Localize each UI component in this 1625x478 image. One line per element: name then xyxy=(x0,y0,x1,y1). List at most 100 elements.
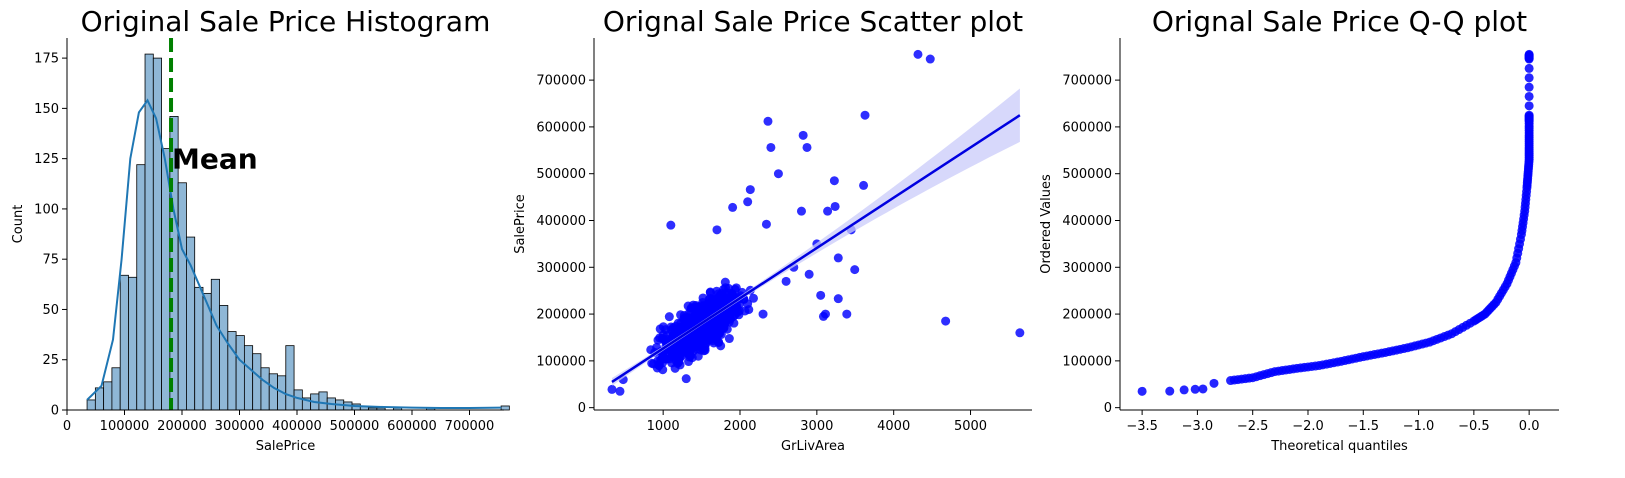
scatter-point xyxy=(913,49,923,59)
histogram-bar xyxy=(260,367,270,411)
scatter-point xyxy=(802,142,812,152)
y-axis-label: Count xyxy=(11,205,26,244)
chart-title: Orignal Sale Price Q-Q plot xyxy=(1152,5,1527,38)
scatter-point xyxy=(716,341,726,351)
y-tick-label: 100000 xyxy=(1062,354,1112,369)
y-tick-label: 75 xyxy=(42,253,59,268)
y-tick-label: 300000 xyxy=(1062,261,1112,276)
x-tick-label: 4000 xyxy=(877,419,910,434)
y-tick-label: 175 xyxy=(34,52,59,67)
scatter-point xyxy=(704,335,714,345)
x-tick-label: 3000 xyxy=(800,419,833,434)
x-axis-label: Theoretical quantiles xyxy=(1270,439,1408,454)
x-tick-label: 0 xyxy=(63,419,71,434)
x-tick-label: 200000 xyxy=(157,419,207,434)
y-tick-label: 100 xyxy=(34,202,59,217)
scatter-point xyxy=(706,320,716,330)
scatter-point xyxy=(713,325,723,335)
scatter-point xyxy=(692,303,702,313)
scatter-panel: 1000 2000 3000 4000 5000 0 100000 200000 300000 4… xyxy=(513,5,1032,454)
x-tick-label: 300000 xyxy=(215,419,265,434)
y-tick-label: 200000 xyxy=(536,308,586,323)
y-tick-label: 25 xyxy=(42,353,59,368)
scatter-point xyxy=(666,220,676,230)
scatter-point xyxy=(688,346,698,356)
scatter-point xyxy=(816,290,826,300)
x-tick-label: 0.0 xyxy=(1519,419,1540,434)
y-tick-label: 500000 xyxy=(536,167,586,182)
scatter-point xyxy=(860,110,870,120)
histogram-bar xyxy=(235,335,245,411)
histogram-bar xyxy=(194,286,204,411)
scatter-point xyxy=(712,286,722,296)
x-tick-label: 1000 xyxy=(647,419,680,434)
y-tick-label: 700000 xyxy=(536,74,586,89)
histogram-bar xyxy=(128,276,138,411)
qq-point xyxy=(1524,110,1534,120)
scatter-point xyxy=(681,374,691,384)
histogram-bar xyxy=(227,331,237,411)
x-tick-label: −3.5 xyxy=(1126,419,1158,434)
scatter-point xyxy=(677,340,687,350)
scatter-point xyxy=(724,283,734,293)
histogram-bar xyxy=(243,345,254,411)
scatter-point xyxy=(676,310,686,320)
qq-point xyxy=(1524,82,1534,92)
scatter-point xyxy=(758,309,768,319)
scatter-point xyxy=(712,295,722,305)
scatter-point xyxy=(668,323,678,333)
scatter-point xyxy=(745,185,755,195)
scatter-point xyxy=(683,301,693,311)
scatter-point xyxy=(781,276,791,286)
y-tick-label: 200000 xyxy=(1062,308,1112,323)
scatter-point xyxy=(833,253,843,263)
scatter-point xyxy=(667,351,677,361)
x-tick-label: −2.0 xyxy=(1292,419,1324,434)
x-tick-label: −3.0 xyxy=(1182,419,1214,434)
scatter-point xyxy=(664,312,674,322)
scatter-point xyxy=(1015,328,1025,338)
scatter-point xyxy=(728,202,738,212)
y-tick-label: 125 xyxy=(34,152,59,167)
qq-point xyxy=(1524,63,1534,73)
scatter-point xyxy=(615,386,625,396)
scatter-point xyxy=(925,54,935,64)
scatter-point xyxy=(655,333,665,343)
y-axis-label: SalePrice xyxy=(513,194,528,254)
scatter-point xyxy=(731,283,741,293)
scatter-point xyxy=(722,308,732,318)
histogram-bar xyxy=(500,405,510,411)
scatter-point xyxy=(763,116,773,126)
qq-point xyxy=(1179,385,1189,395)
scatter-point xyxy=(748,293,758,303)
scatter-point xyxy=(823,206,833,216)
histogram-bar xyxy=(318,391,328,411)
histogram-bar xyxy=(177,182,187,411)
scatter-point xyxy=(681,347,691,357)
scatter-point xyxy=(773,169,783,179)
x-tick-label: 600000 xyxy=(387,419,437,434)
scatter-point xyxy=(695,310,705,320)
histogram-bar xyxy=(293,389,303,411)
scatter-point xyxy=(743,197,753,207)
histogram-bar xyxy=(268,373,278,411)
scatter-point xyxy=(850,265,860,275)
histogram-bar xyxy=(285,345,295,411)
x-axis-label: GrLivArea xyxy=(781,439,845,454)
scatter-point xyxy=(798,130,808,140)
y-tick-label: 700000 xyxy=(1062,74,1112,89)
scatter-point xyxy=(941,316,951,326)
y-tick-label: 600000 xyxy=(536,120,586,135)
qq-point xyxy=(1190,384,1200,394)
chart-title: Original Sale Price Histogram xyxy=(81,5,491,38)
y-tick-label: 150 xyxy=(34,102,59,117)
histogram-bar xyxy=(186,236,196,411)
scatter-point xyxy=(761,219,771,229)
y-tick-label: 50 xyxy=(42,303,59,318)
scatter-point xyxy=(818,311,828,321)
x-axis-label: SalePrice xyxy=(256,439,316,454)
x-tick-label: −1.5 xyxy=(1347,419,1379,434)
x-tick-label: 500000 xyxy=(330,419,380,434)
qq-panel: −3.5 −3.0 −2.5 −2.0 −1.5 −1.0 −0.5 0.0 0 100000 20… xyxy=(1039,5,1559,454)
regression-line xyxy=(611,114,1021,383)
